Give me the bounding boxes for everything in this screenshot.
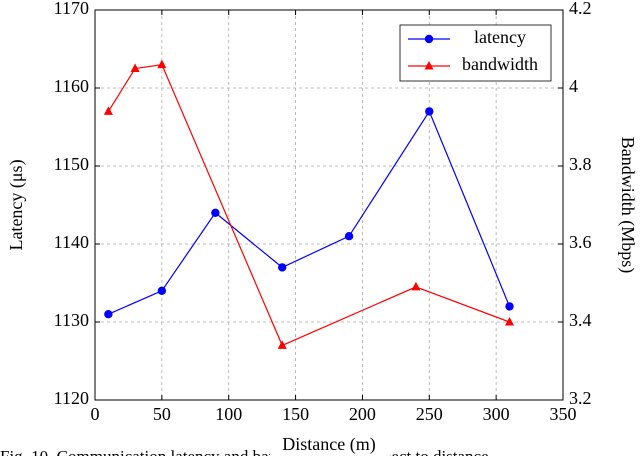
- legend-label: bandwidth: [462, 54, 538, 74]
- x-axis-label: Distance (m): [282, 434, 375, 455]
- data-point: [103, 106, 113, 115]
- y2-tick-label: 3.8: [569, 154, 592, 174]
- data-point: [277, 340, 287, 349]
- x-tick-label: 150: [282, 404, 309, 424]
- y2-tick-label: 3.6: [569, 232, 592, 252]
- x-tick-label: 350: [550, 404, 577, 424]
- data-point: [505, 317, 515, 326]
- data-point: [344, 232, 354, 241]
- y2-tick-label: 3.4: [569, 310, 592, 330]
- y-axis-label: Latency (μs): [6, 159, 27, 250]
- data-point: [278, 263, 287, 272]
- x-tick-label: 250: [416, 404, 443, 424]
- data-point: [425, 107, 434, 116]
- data-point: [505, 302, 514, 311]
- y-tick-label: 1130: [54, 310, 89, 330]
- x-tick-label: 50: [153, 404, 171, 424]
- legend-marker: [424, 34, 434, 44]
- data-point: [411, 281, 421, 291]
- x-tick-label: 200: [349, 404, 376, 424]
- plot-frame: [94, 9, 564, 401]
- y2-tick-label: 4: [569, 76, 578, 96]
- legend-label: latency: [474, 27, 526, 47]
- legend-box: [399, 24, 552, 82]
- data-point: [130, 63, 140, 72]
- legend-marker: [424, 61, 434, 70]
- y-tick-label: 1170: [54, 0, 89, 18]
- y2-axis-label: Bandwidth (Mbps): [617, 137, 638, 274]
- x-tick-label: 0: [91, 404, 100, 424]
- series-line: [107, 63, 510, 347]
- data-point: [157, 286, 167, 295]
- y-tick-label: 1140: [54, 232, 89, 252]
- y-tick-label: 1160: [54, 76, 89, 96]
- series-line: [108, 110, 511, 315]
- x-tick-label: 100: [215, 404, 242, 424]
- legend: latency bandwidth: [399, 24, 552, 82]
- data-point: [211, 208, 220, 217]
- caption-cover: [270, 436, 390, 456]
- y2-tick-label: 3.2: [569, 388, 592, 408]
- y-tick-label: 1120: [54, 388, 89, 408]
- y-tick-label: 1150: [54, 154, 89, 174]
- x-tick-label: 300: [483, 404, 510, 424]
- data-point: [157, 59, 167, 69]
- caption: Fig. 10. Communication latency and bandw…: [0, 447, 489, 456]
- data-point: [104, 310, 113, 319]
- y2-tick-label: 4.2: [569, 0, 592, 18]
